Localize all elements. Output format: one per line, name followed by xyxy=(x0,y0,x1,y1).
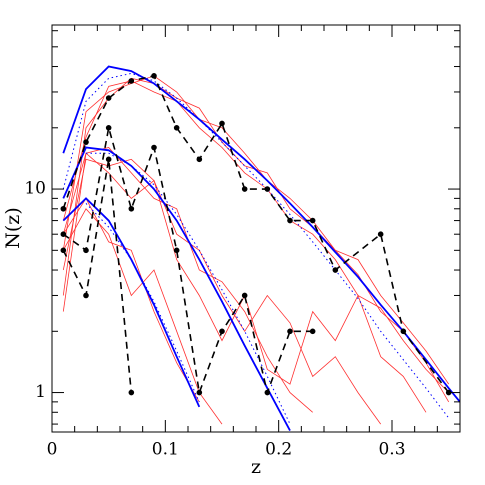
series-line xyxy=(86,152,291,425)
x-tick-label: 0.1 xyxy=(152,440,179,460)
data-point xyxy=(128,78,135,84)
x-tick-label: 0.3 xyxy=(378,440,405,460)
series-line xyxy=(62,197,201,408)
x-tick-label: 0.2 xyxy=(265,440,292,460)
data-point xyxy=(309,217,316,224)
series-line xyxy=(62,80,449,393)
series-line xyxy=(62,146,291,432)
data-point xyxy=(264,186,271,192)
series-line xyxy=(85,203,200,403)
series-line xyxy=(62,152,427,413)
data-point xyxy=(128,205,135,212)
data-point xyxy=(287,217,293,224)
data-point xyxy=(287,328,293,335)
data-point xyxy=(151,73,157,79)
data-point xyxy=(332,267,339,273)
series-line xyxy=(62,159,133,393)
data-point xyxy=(309,328,316,335)
data-point xyxy=(264,389,271,396)
y-tick-label: 10 xyxy=(24,179,46,199)
data-point xyxy=(400,328,407,335)
series-line xyxy=(62,75,450,385)
data-point xyxy=(105,156,112,163)
series-line xyxy=(62,72,450,419)
data-point xyxy=(241,292,248,299)
data-point xyxy=(83,292,89,299)
data-point xyxy=(60,231,67,238)
data-point xyxy=(83,247,89,254)
data-point xyxy=(219,328,225,335)
series-line xyxy=(62,74,450,394)
data-point xyxy=(173,124,180,131)
data-point xyxy=(105,124,112,131)
data-point xyxy=(241,186,248,192)
y-tick-label: 1 xyxy=(35,382,46,402)
data-point xyxy=(377,231,384,238)
x-axis-label: z xyxy=(251,456,261,478)
x-tick-label: 0 xyxy=(47,440,58,460)
y-axis-label: N(z) xyxy=(2,207,24,248)
series-line xyxy=(62,158,382,425)
data-point xyxy=(196,389,203,396)
data-point xyxy=(83,139,89,145)
data-point xyxy=(219,120,225,127)
data-point xyxy=(128,389,135,396)
series-line xyxy=(62,197,200,403)
data-point xyxy=(105,95,112,101)
data-point xyxy=(60,247,67,254)
data-point xyxy=(173,247,180,254)
data-point xyxy=(60,205,67,212)
data-point xyxy=(151,144,157,151)
data-point xyxy=(196,156,203,163)
series-line xyxy=(62,127,313,396)
plot-area xyxy=(60,65,460,432)
